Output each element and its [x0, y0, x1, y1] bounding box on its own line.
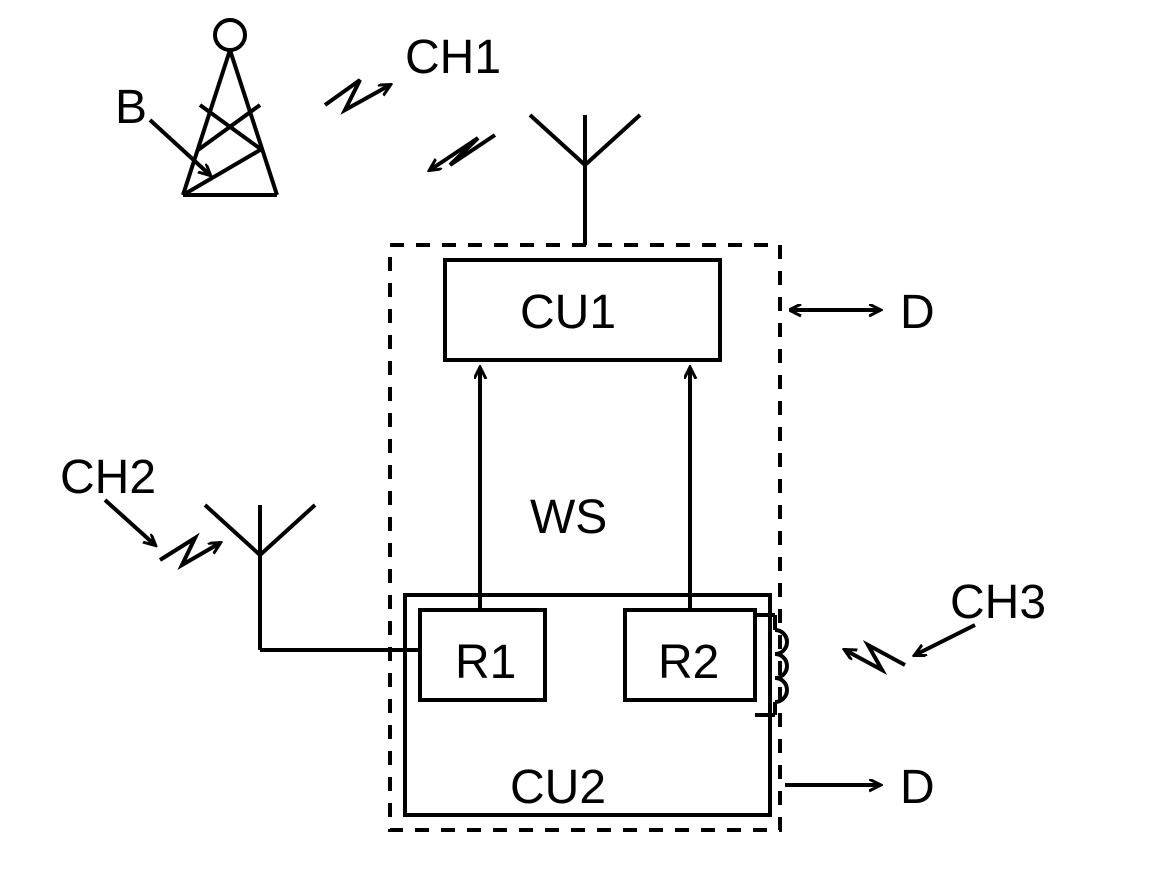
label-cu2: CU2 — [510, 760, 606, 815]
label-d1: D — [900, 285, 935, 340]
ch1-bolt-icon — [325, 80, 495, 170]
antenna-top-icon — [530, 115, 640, 245]
diagram-canvas — [0, 0, 1153, 885]
ch3-bolt-icon — [845, 625, 975, 670]
label-ch2: CH2 — [60, 450, 156, 505]
label-cu1: CU1 — [520, 285, 616, 340]
label-ws: WS — [530, 490, 607, 545]
label-ch1: CH1 — [405, 30, 501, 85]
label-d2: D — [900, 760, 935, 815]
label-b: B — [115, 80, 147, 135]
antenna-left-icon — [205, 505, 420, 650]
label-ch3: CH3 — [950, 575, 1046, 630]
label-r2: R2 — [658, 635, 719, 690]
tower-icon — [183, 20, 277, 195]
ch2-bolt-icon — [105, 500, 220, 565]
label-r1: R1 — [455, 635, 516, 690]
